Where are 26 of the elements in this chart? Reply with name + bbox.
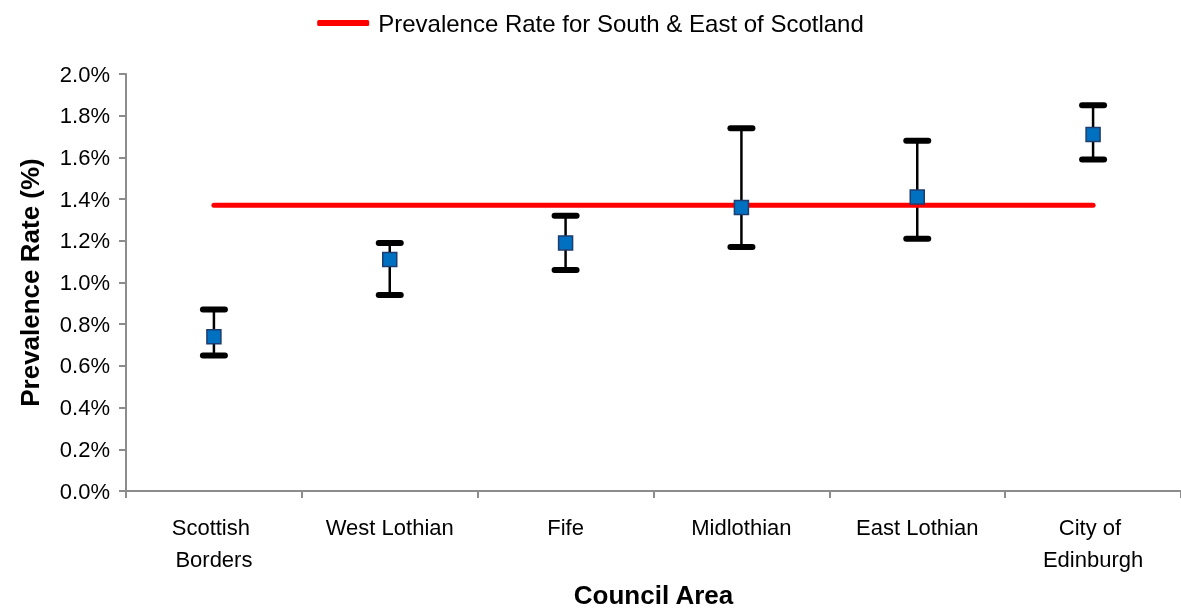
x-tick-label: West Lothian (325, 514, 454, 540)
y-tick-label: 0.8% (59, 311, 110, 337)
x-tick-label: Midlothian (691, 514, 792, 540)
legend-label: Prevalence Rate for South & East of Scotland (378, 9, 864, 37)
y-tick-label: 2.0% (59, 61, 110, 87)
y-axis-title: Prevalence Rate (%) (15, 158, 45, 407)
point (382, 251, 398, 268)
point (909, 189, 925, 205)
y-tick-label: 0.0% (59, 478, 110, 504)
y-tick-label: 1.4% (59, 186, 110, 212)
point (206, 328, 222, 345)
y-tick-label: 0.2% (59, 436, 110, 462)
y-tick-label: 1.0% (59, 270, 110, 295)
x-tick-label: Fife (547, 514, 584, 540)
y-tick-label: 1.2% (59, 228, 110, 254)
x-tick-label: East Lothian (856, 514, 979, 540)
x-axis-title: Council Area (573, 580, 734, 610)
point (1085, 126, 1101, 143)
y-tick-label: 0.4% (59, 395, 110, 421)
x-tick-label: City of Edinburgh (1042, 514, 1144, 572)
y-tick-label: 0.6% (59, 353, 110, 379)
y-tick-label: 1.6% (59, 144, 110, 170)
point (733, 199, 750, 216)
y-tick-label: 1.8% (59, 103, 110, 129)
x-tick-label: Scottish Borders (171, 514, 257, 572)
point (557, 235, 574, 251)
